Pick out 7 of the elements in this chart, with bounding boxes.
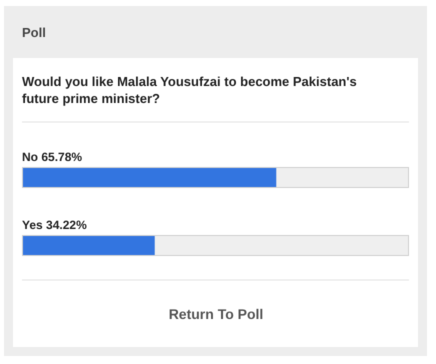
y-tick-label: Yes: [22, 218, 43, 232]
chart-title: Poll: [22, 25, 46, 40]
chart-subtitle: Would you like Malala Yousufzai to become Pakistan's future prime minister?: [22, 74, 357, 106]
data-label: 34.22%: [46, 218, 88, 232]
y-tick-label: No: [22, 150, 38, 164]
text: Return To Poll: [168, 306, 264, 322]
data-label: 65.78%: [41, 150, 82, 164]
